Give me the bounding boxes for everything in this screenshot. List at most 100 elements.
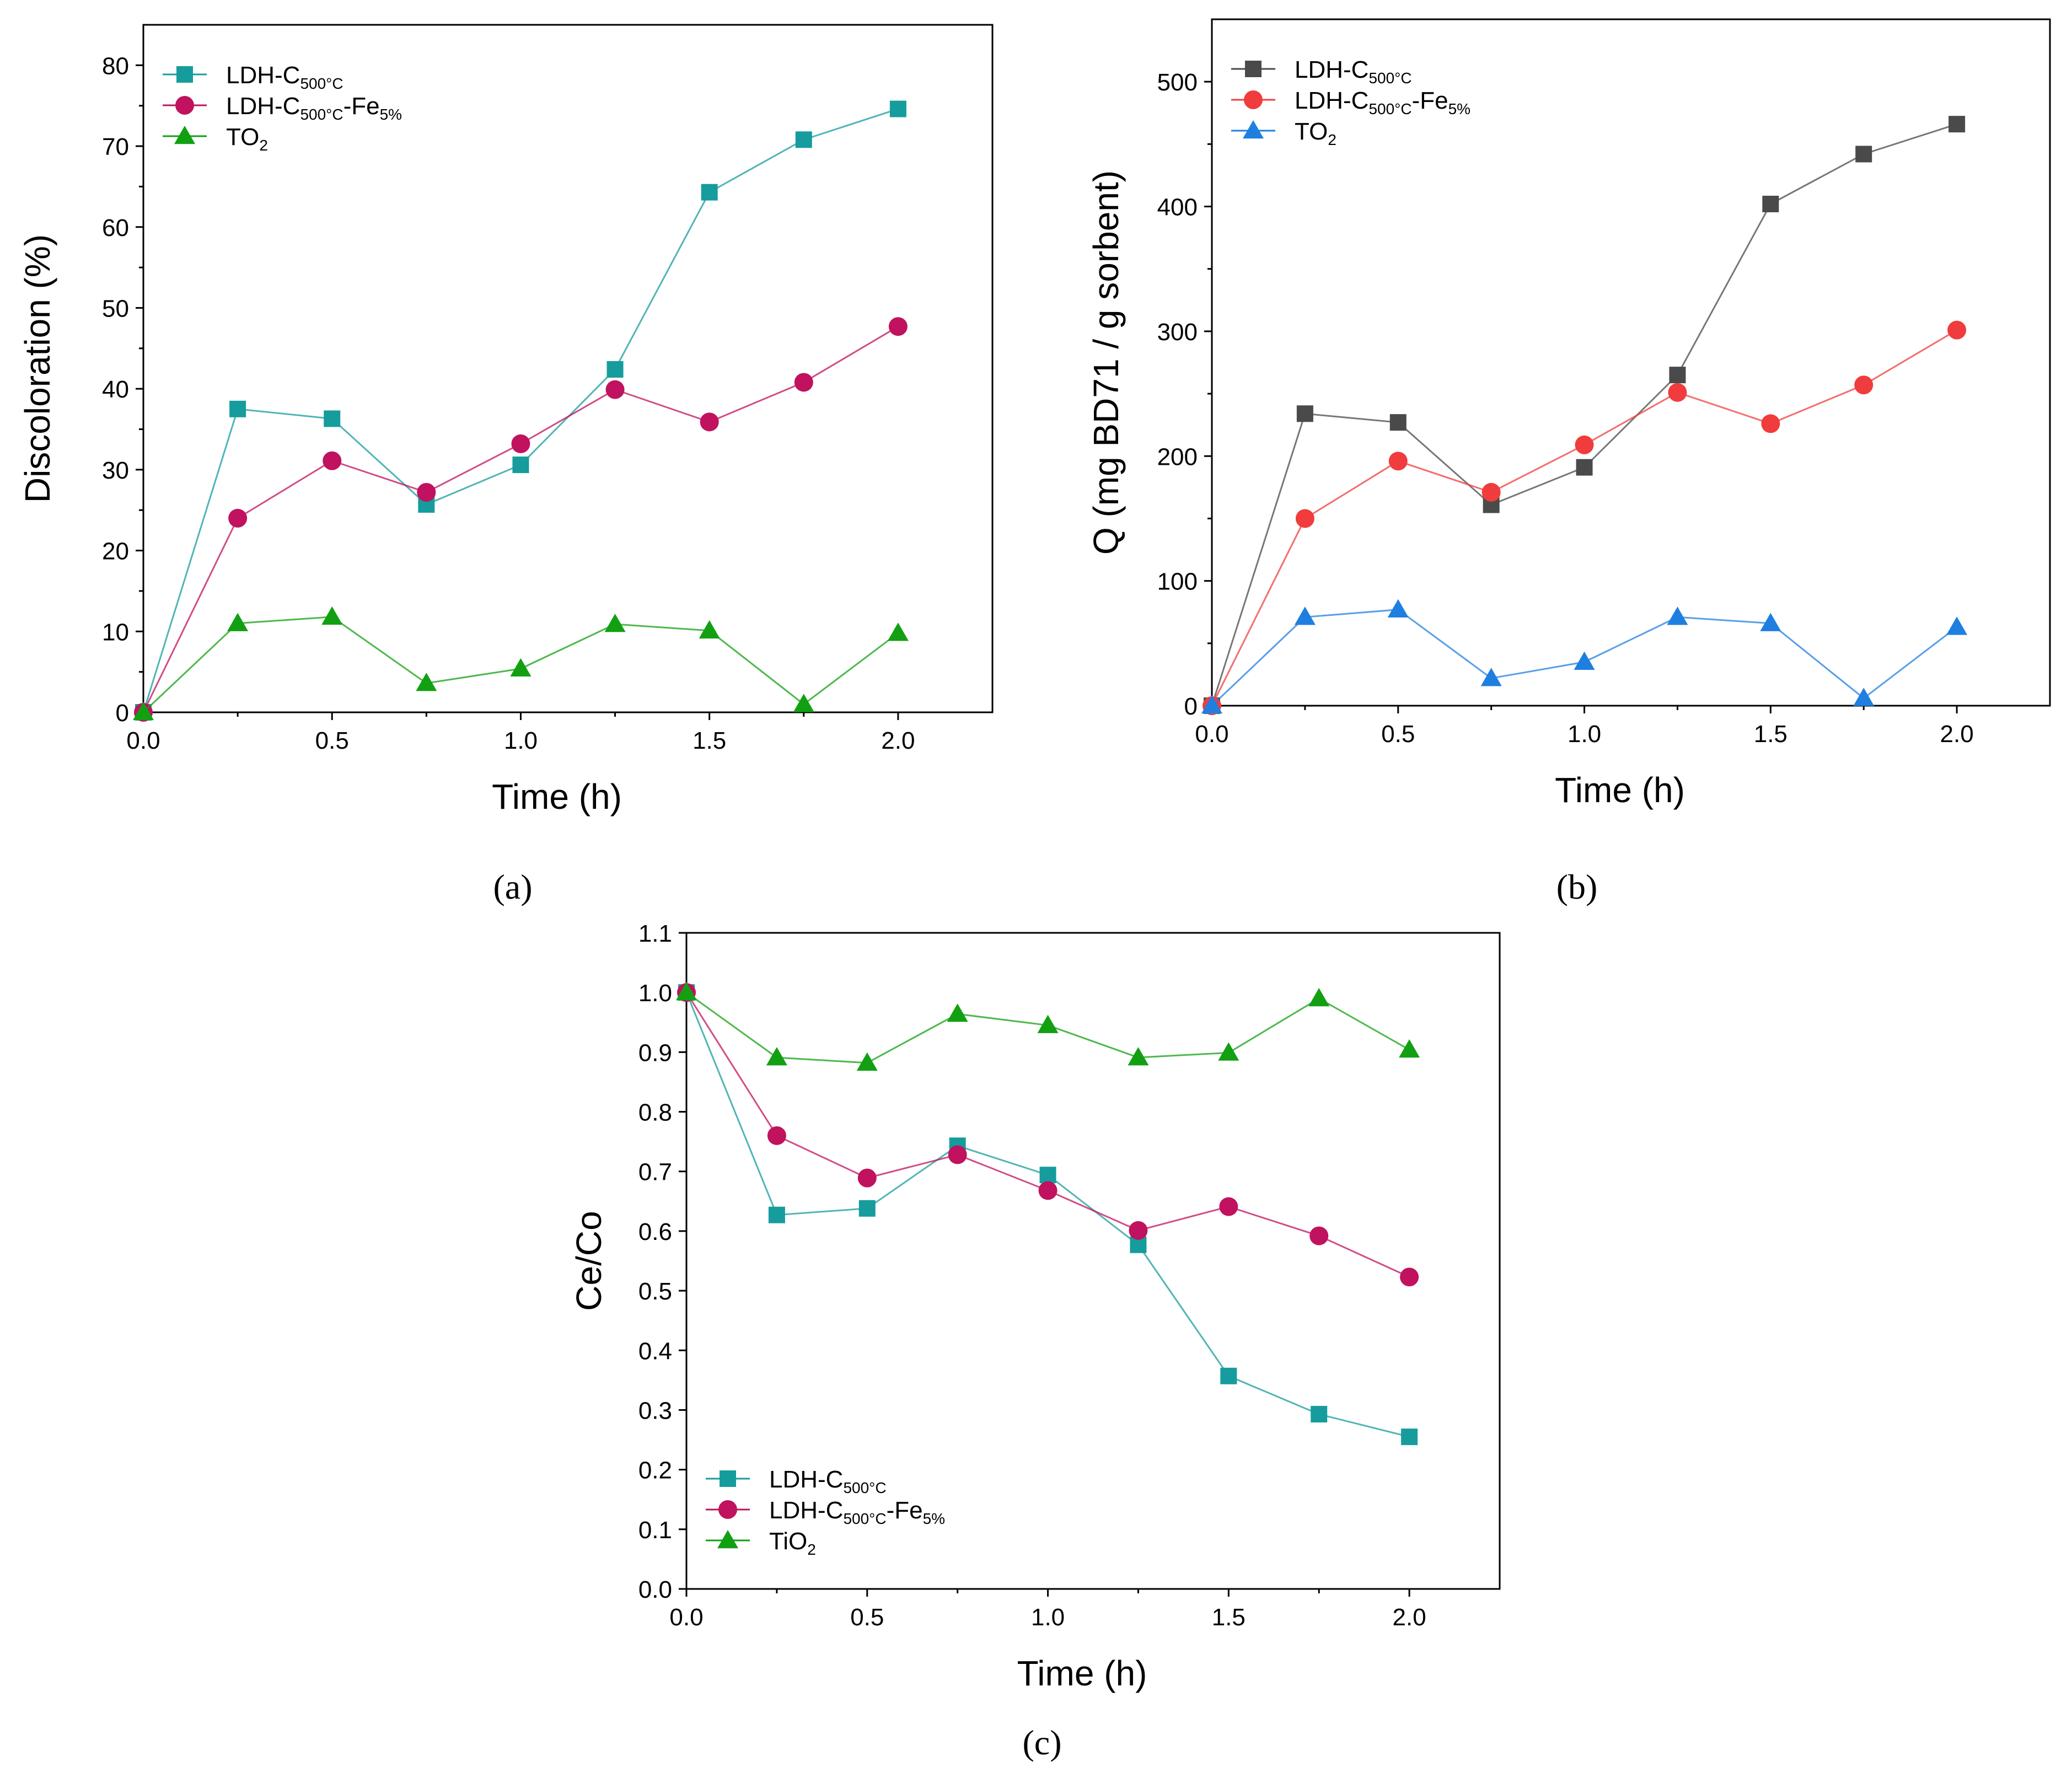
legend-marker	[717, 1530, 738, 1549]
data-point	[512, 457, 529, 474]
data-point	[1294, 606, 1316, 625]
legend-marker	[1244, 90, 1263, 109]
data-point	[606, 361, 624, 378]
series-2	[1201, 599, 1968, 714]
data-point	[795, 131, 812, 148]
y-axis-title: Q (mg BD71 / g sorbent)	[1086, 170, 1126, 555]
legend-label: LDH-C500°C-Fe5%	[1295, 87, 1470, 117]
legend-label-suffix-subscript: 5%	[380, 106, 402, 123]
data-point	[857, 1168, 877, 1188]
data-point	[1760, 613, 1781, 631]
legend-label-name: LDH-C	[226, 62, 300, 89]
legend-marker	[1243, 120, 1264, 139]
data-point	[1388, 452, 1408, 471]
x-tick-label: 0.0	[1195, 721, 1228, 748]
series-2	[676, 982, 1420, 1071]
legend-label: TO2	[1295, 118, 1336, 148]
data-point	[700, 412, 719, 432]
y-tick-label: 40	[102, 376, 129, 403]
data-point	[794, 373, 813, 392]
y-tick-label: 70	[102, 133, 129, 160]
x-axis-title: Time (h)	[1555, 770, 1685, 810]
y-tick-label: 0.3	[638, 1397, 672, 1424]
data-point	[510, 658, 532, 677]
data-point	[1037, 1014, 1059, 1033]
data-point	[417, 482, 436, 502]
legend-label-name: LDH-C	[226, 93, 300, 120]
legend-label-subscript: 500°C	[843, 1479, 886, 1496]
data-point	[793, 694, 814, 712]
data-point	[1761, 414, 1780, 433]
data-point	[1853, 688, 1875, 706]
series-1	[677, 983, 1419, 1287]
data-point	[1400, 1268, 1419, 1287]
y-tick-label: 0.4	[638, 1338, 672, 1365]
data-point	[133, 702, 154, 721]
x-tick-label: 1.5	[693, 727, 726, 754]
data-point	[1220, 1367, 1237, 1384]
legend-label: LDH-C500°C	[226, 62, 343, 92]
data-point	[699, 620, 720, 639]
data-point	[1481, 482, 1501, 502]
legend-marker	[718, 1500, 737, 1519]
legend-label-subscript: 500°C	[1368, 100, 1411, 117]
data-point	[1201, 695, 1222, 714]
y-tick-label: 1.0	[638, 980, 672, 1007]
data-point	[1401, 1428, 1418, 1446]
plot-frame	[685, 932, 1501, 1590]
data-point	[605, 380, 625, 399]
data-point	[1309, 1226, 1329, 1245]
data-point	[1387, 599, 1409, 617]
legend-label-name: TiO	[769, 1528, 807, 1555]
x-tick-label: 2.0	[1940, 721, 1974, 748]
x-tick-label: 2.0	[1393, 1604, 1426, 1631]
data-point	[1855, 146, 1872, 163]
legend-marker	[720, 1470, 736, 1487]
legend-label: LDH-C500°C	[1295, 56, 1412, 87]
x-tick-label: 2.0	[881, 727, 915, 754]
data-point	[767, 1126, 786, 1145]
y-tick-label: 0.8	[638, 1099, 672, 1126]
data-point	[888, 317, 908, 336]
y-tick-label: 0.1	[638, 1517, 672, 1544]
data-point	[768, 1206, 785, 1223]
legend-marker	[1245, 61, 1262, 77]
x-tick-label: 0.5	[315, 727, 349, 754]
data-point	[1039, 1167, 1056, 1184]
legend-label: LDH-C500°C-Fe5%	[769, 1497, 945, 1527]
data-point	[511, 434, 530, 453]
legend-label-subscript: 500°C	[300, 75, 343, 92]
data-point	[948, 1145, 967, 1164]
y-tick-label: 0.2	[638, 1457, 672, 1484]
x-tick-label: 1.5	[1212, 1604, 1246, 1631]
data-point	[1399, 1039, 1420, 1058]
x-tick-label: 0.5	[850, 1604, 884, 1631]
data-point	[1128, 1047, 1149, 1066]
plot-frame	[142, 24, 994, 713]
legend-label-name: LDH-C	[1295, 87, 1368, 114]
data-point	[1946, 616, 1968, 635]
legend-marker	[175, 96, 194, 115]
legend-label-name: TO	[1295, 118, 1328, 145]
data-point	[701, 184, 718, 201]
x-tick-label: 1.5	[1754, 721, 1787, 748]
data-point	[889, 100, 906, 117]
data-point	[1947, 320, 1967, 340]
data-point	[229, 400, 246, 417]
data-point	[1948, 116, 1966, 133]
data-point	[228, 508, 248, 528]
y-tick-label: 0.0	[638, 1576, 672, 1603]
data-point	[676, 982, 697, 1001]
y-tick-label: 10	[102, 619, 129, 646]
data-point	[1574, 651, 1595, 670]
data-point	[1854, 375, 1874, 395]
y-tick-label: 0	[1184, 693, 1198, 720]
data-point	[1669, 367, 1686, 384]
chart-panel-c: 0.0 0.5 1.0 1.5 2.0 0.0 0.1 0.2 0.3 0.4 0.5 0.6 0.7 0…	[569, 920, 1501, 1762]
data-point	[323, 451, 342, 470]
legend-label-subscript: 2	[259, 137, 268, 154]
y-tick-label: 400	[1157, 194, 1198, 221]
data-point	[1762, 196, 1779, 213]
